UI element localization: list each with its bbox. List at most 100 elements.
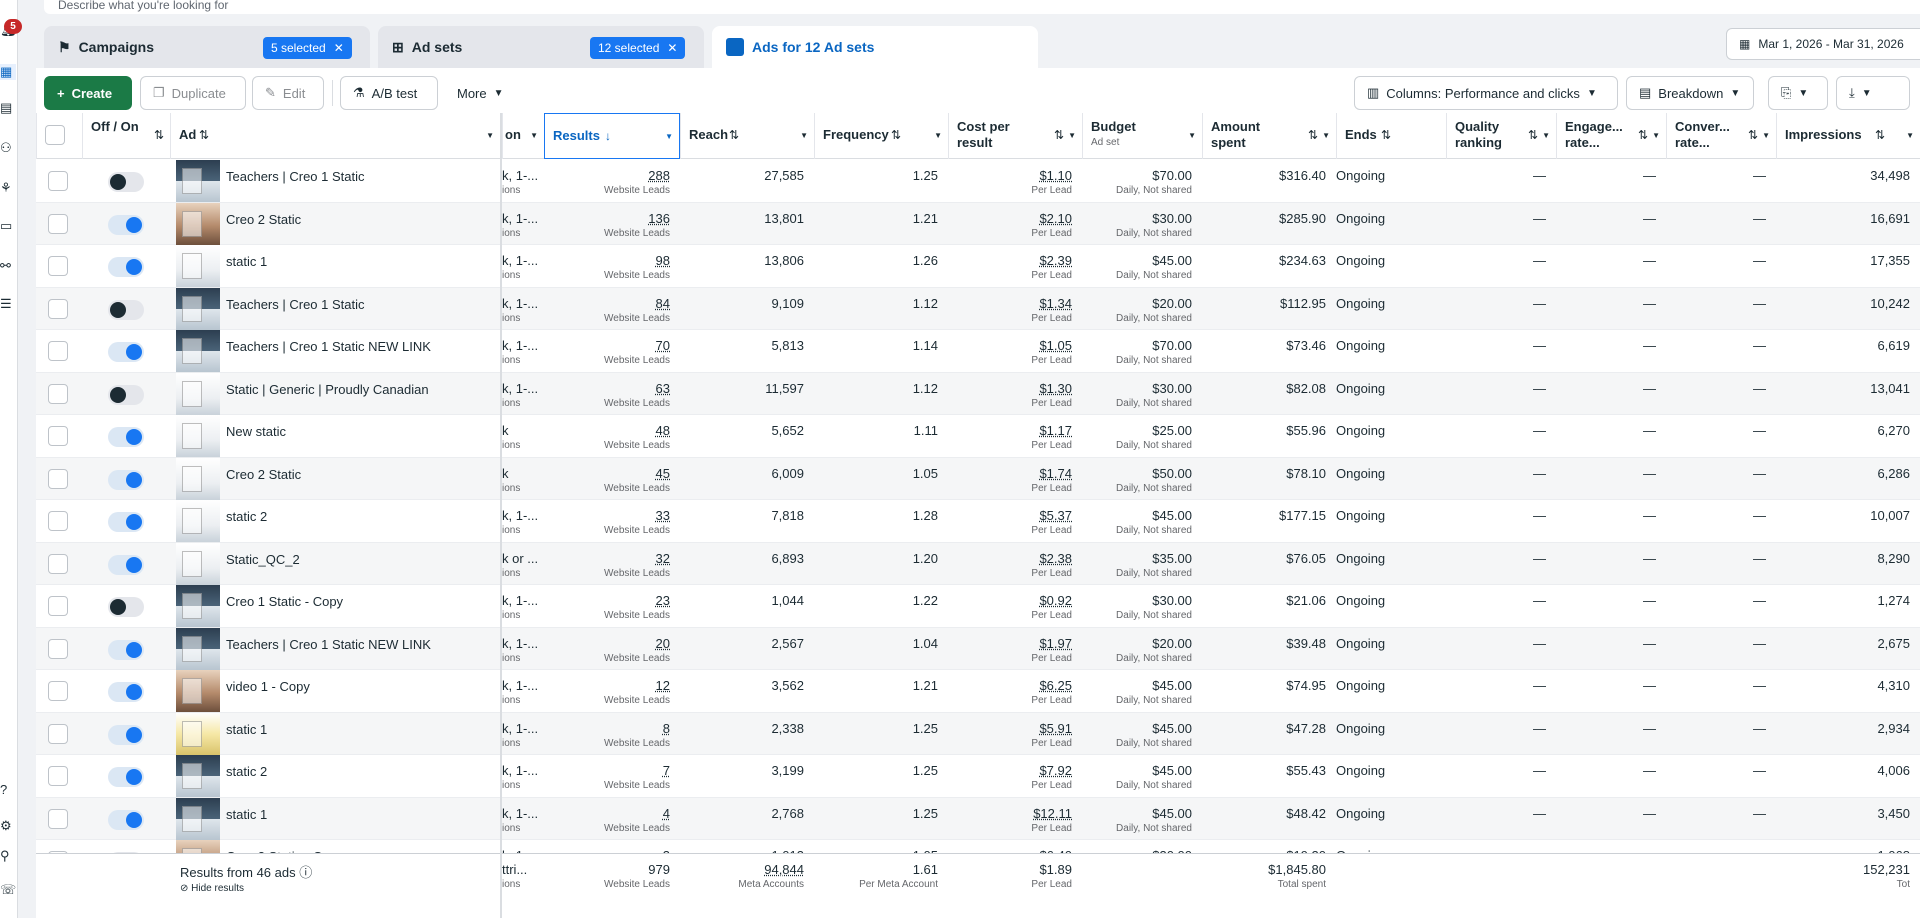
export-button[interactable]: ⤓ ▼ xyxy=(1836,76,1910,110)
ab-test-button[interactable]: ⚗ A/B test xyxy=(340,76,438,110)
duplicate-button[interactable]: ❐ Duplicate xyxy=(140,76,246,110)
ad-thumbnail[interactable] xyxy=(176,585,220,627)
table-row[interactable]: static 2 k, 1-... ions 33 Website Leads 7,818… xyxy=(36,500,1920,543)
sort-icon[interactable]: ⇅ xyxy=(729,128,740,142)
ad-delivery-toggle[interactable] xyxy=(108,767,144,787)
dropdown-icon[interactable]: ▼ xyxy=(1068,131,1076,140)
ad-thumbnail[interactable] xyxy=(176,755,220,797)
support-icon[interactable]: ☏ xyxy=(0,882,17,897)
header-reach[interactable]: Reach ⇅ ▼ xyxy=(680,113,814,159)
ad-name[interactable]: New static xyxy=(226,424,286,439)
ad-thumbnail[interactable] xyxy=(176,670,220,712)
ad-name[interactable]: Creo 2 Static xyxy=(226,211,302,227)
row-checkbox[interactable] xyxy=(48,383,68,404)
header-cost-per-result[interactable]: Cost per result ⇅ ▼ xyxy=(948,113,1082,159)
help-icon[interactable]: ? xyxy=(0,782,8,797)
row-checkbox[interactable] xyxy=(48,468,68,489)
table-row[interactable]: Static | Generic | Proudly Canadian k, 1-… xyxy=(36,372,1920,415)
date-range-picker[interactable]: ▦ Mar 1, 2026 - Mar 31, 2026 xyxy=(1726,28,1920,60)
table-row[interactable]: Teachers | Creo 1 Static k, 1-... ions 288 W… xyxy=(36,160,1920,203)
sort-icon[interactable]: ⇅ xyxy=(1527,128,1538,142)
ad-delivery-toggle[interactable] xyxy=(108,512,144,532)
sort-icon[interactable]: ⇅ xyxy=(1875,128,1886,142)
select-all-checkbox[interactable] xyxy=(45,125,65,145)
dropdown-icon[interactable]: ▼ xyxy=(486,131,494,140)
table-row[interactable]: static 2 k, 1-... ions 7 Website Leads 3,199 1… xyxy=(36,755,1920,798)
header-quality-ranking[interactable]: Quality ranking ⇅ ▼ xyxy=(1446,113,1556,159)
sort-icon[interactable]: ⇅ xyxy=(199,128,210,142)
sort-icon[interactable]: ⇅ xyxy=(153,128,164,142)
header-conversion-rate[interactable]: Conver... rate... ⇅ ▼ xyxy=(1666,113,1776,159)
ad-delivery-toggle[interactable] xyxy=(108,554,144,575)
sort-icon[interactable]: ⇅ xyxy=(1053,128,1064,142)
ads-manager-grid-icon[interactable]: ▦ xyxy=(0,64,16,80)
ad-thumbnail[interactable] xyxy=(176,542,220,585)
ad-name[interactable]: Teachers | Creo 1 Static NEW LINK xyxy=(226,636,431,652)
ad-thumbnail[interactable] xyxy=(176,457,220,500)
tab-campaigns[interactable]: ⚑ Campaigns 5 selected ✕ xyxy=(44,26,370,68)
ad-delivery-toggle[interactable] xyxy=(108,214,144,235)
create-button[interactable]: + Create xyxy=(44,76,132,110)
ad-thumbnail[interactable] xyxy=(176,627,220,670)
ad-name[interactable]: static 1 xyxy=(226,806,268,822)
pages-icon[interactable]: ▤ xyxy=(0,100,13,115)
header-results[interactable]: Results ↓ ▼ xyxy=(544,113,680,159)
row-checkbox[interactable] xyxy=(48,723,68,744)
header-impressions[interactable]: Impressions ⇅ ▼ xyxy=(1776,113,1920,159)
row-checkbox[interactable] xyxy=(48,638,68,659)
clear-campaigns-icon[interactable]: ✕ xyxy=(333,41,344,55)
ad-delivery-toggle[interactable] xyxy=(108,342,144,362)
ad-thumbnail[interactable] xyxy=(176,500,220,542)
header-ad[interactable]: Ad ⇅ ▼ xyxy=(170,113,500,159)
ad-delivery-toggle[interactable] xyxy=(108,384,144,405)
header-amount-spent[interactable]: Amount spent ⇅ ▼ xyxy=(1202,113,1336,159)
ad-thumbnail[interactable] xyxy=(176,160,220,202)
table-row[interactable]: New static k ions 48 Website Leads 5,652 1.11 $… xyxy=(36,415,1920,458)
row-checkbox[interactable] xyxy=(48,553,68,574)
row-checkbox[interactable] xyxy=(48,681,68,701)
table-row[interactable]: Teachers | Creo 1 Static k, 1-... ions 84 We… xyxy=(36,287,1920,330)
ad-delivery-toggle[interactable] xyxy=(108,724,144,745)
table-row[interactable]: Teachers | Creo 1 Static NEW LINK k, 1-..… xyxy=(36,627,1920,670)
sort-icon[interactable]: ⇅ xyxy=(1381,128,1392,142)
ad-name[interactable]: Teachers | Creo 1 Static xyxy=(226,169,365,184)
table-row[interactable]: static 1 k, 1-... ions 4 Website Leads 2,768 1… xyxy=(36,797,1920,840)
table-row[interactable]: Teachers | Creo 1 Static NEW LINK k, 1-..… xyxy=(36,330,1920,373)
tab-ads[interactable]: Ads for 12 Ad sets xyxy=(712,26,1038,68)
ad-delivery-toggle[interactable] xyxy=(108,427,144,447)
info-icon[interactable]: ⓘ xyxy=(299,865,313,880)
header-attribution[interactable]: on ▼ xyxy=(502,113,544,159)
campaigns-selected-pill[interactable]: 5 selected ✕ xyxy=(263,37,352,59)
sort-icon[interactable]: ⇅ xyxy=(1747,128,1758,142)
ad-thumbnail[interactable] xyxy=(176,712,220,755)
reports-button[interactable]: ⎘ ▼ xyxy=(1768,76,1828,110)
connections-icon[interactable]: ⚯ xyxy=(0,258,11,273)
header-engagement-rate[interactable]: Engage... rate... ⇅ ▼ xyxy=(1556,113,1666,159)
events-icon[interactable]: ⚘ xyxy=(0,180,12,195)
row-checkbox[interactable] xyxy=(48,766,68,786)
dropdown-icon[interactable]: ▼ xyxy=(1322,131,1330,140)
breakdown-button[interactable]: ▤ Breakdown ▼ xyxy=(1626,76,1754,110)
ad-delivery-toggle[interactable] xyxy=(108,809,144,830)
ad-name[interactable]: static 2 xyxy=(226,509,268,524)
header-frequency[interactable]: Frequency ⇅ ▼ xyxy=(814,113,948,159)
row-checkbox[interactable] xyxy=(48,298,68,319)
ad-thumbnail[interactable] xyxy=(176,797,220,840)
ad-delivery-toggle[interactable] xyxy=(108,597,144,617)
billing-icon[interactable]: ▭ xyxy=(0,218,13,233)
ad-delivery-toggle[interactable] xyxy=(108,639,144,660)
row-checkbox[interactable] xyxy=(48,511,68,531)
ad-thumbnail[interactable] xyxy=(176,245,220,287)
row-checkbox[interactable] xyxy=(48,596,68,616)
ad-delivery-toggle[interactable] xyxy=(108,257,144,277)
table-row[interactable]: Creo 2 Static k, 1-... ions 136 Website Lead… xyxy=(36,202,1920,245)
ad-delivery-toggle[interactable] xyxy=(108,172,144,192)
sort-icon[interactable]: ⇅ xyxy=(891,128,902,142)
row-checkbox[interactable] xyxy=(48,341,68,361)
ad-name[interactable]: video 1 - Copy xyxy=(226,679,310,694)
table-row[interactable]: static 1 k, 1-... ions 8 Website Leads 2,338 1… xyxy=(36,712,1920,755)
dropdown-icon[interactable]: ▼ xyxy=(934,131,942,140)
row-checkbox[interactable] xyxy=(48,808,68,829)
ad-name[interactable]: Static_QC_2 xyxy=(226,551,300,567)
ad-name[interactable]: static 1 xyxy=(226,721,268,737)
